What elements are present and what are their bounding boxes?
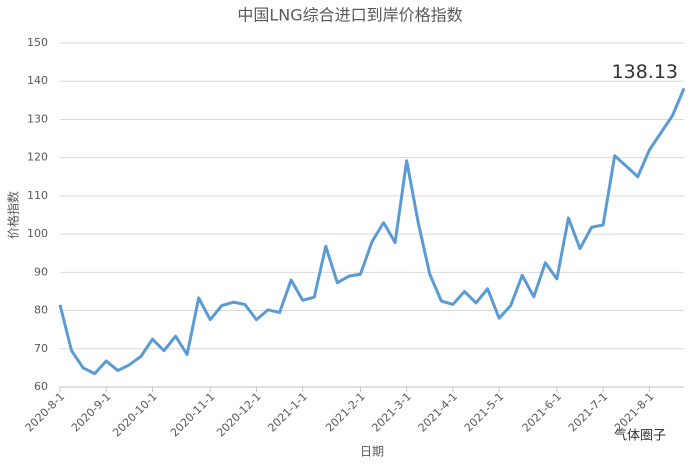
- y-tick-label: 110: [27, 189, 48, 202]
- x-axis-label: 日期: [360, 445, 384, 459]
- y-tick-label: 70: [34, 342, 48, 355]
- y-tick-label: 150: [27, 36, 48, 49]
- line-series: [58, 87, 686, 376]
- y-tick-label: 90: [34, 265, 48, 278]
- x-tick-label: 2021-6-1: [520, 390, 565, 435]
- x-tick-label: 2021-7-1: [566, 390, 611, 435]
- y-tick-label: 140: [27, 74, 48, 87]
- y-tick-label: 80: [34, 304, 48, 317]
- y-tick-label: 60: [34, 380, 48, 393]
- x-tick-label: 2020-10-1: [110, 390, 159, 439]
- chart-title: 中国LNG综合进口到岸价格指数: [237, 6, 462, 25]
- x-tick-label: 2020-12-1: [214, 390, 263, 439]
- x-tick-label: 2021-2-1: [323, 390, 368, 435]
- y-axis-label: 价格指数: [6, 191, 21, 239]
- x-tick-label: 2021-1-1: [265, 390, 310, 435]
- data-label: 138.13: [612, 61, 678, 83]
- x-tick-label: 2020-8-1: [23, 390, 68, 435]
- x-tick-label: 2021-4-1: [416, 390, 461, 435]
- x-tick-label: 2021-3-1: [369, 390, 414, 435]
- x-tick-label: 2021-5-1: [462, 390, 507, 435]
- y-tick-label: 100: [27, 227, 48, 240]
- x-tick-label: 2020-9-1: [69, 390, 114, 435]
- y-tick-label: 130: [27, 112, 48, 125]
- watermark: 气体圈子: [614, 428, 666, 444]
- y-tick-label: 120: [27, 151, 48, 164]
- x-tick-label: 2020-11-1: [168, 390, 217, 439]
